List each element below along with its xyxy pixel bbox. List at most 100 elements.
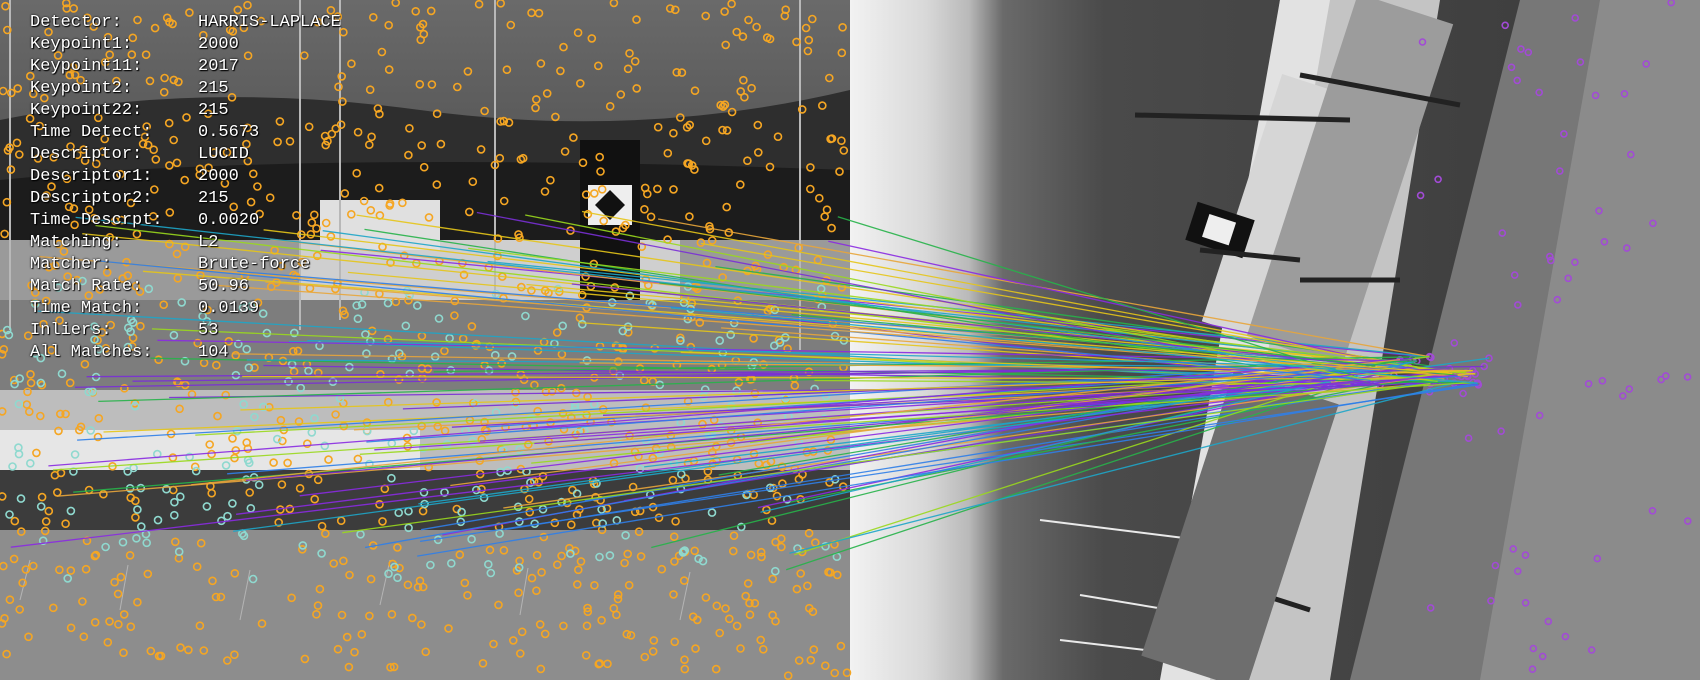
keypoint <box>70 450 80 459</box>
keypoint <box>353 454 363 464</box>
keypoint <box>168 453 178 462</box>
keypoint <box>649 636 659 645</box>
keypoint <box>28 561 38 571</box>
keypoint <box>239 531 249 541</box>
keypoint <box>1593 554 1602 563</box>
keypoint <box>690 165 699 174</box>
keypoint <box>566 520 576 530</box>
keypoint <box>103 637 113 647</box>
keypoint <box>264 402 274 412</box>
keypoint <box>273 137 282 147</box>
keypoint <box>1459 389 1467 398</box>
keypoint <box>640 652 650 662</box>
keypoint <box>495 153 505 163</box>
keypoint <box>1434 175 1442 184</box>
stat-value: 215 <box>198 79 229 98</box>
match-line <box>364 360 1417 549</box>
keypoint <box>143 569 153 579</box>
keypoint <box>41 296 51 306</box>
keypoint <box>248 574 258 584</box>
keypoint <box>0 229 9 239</box>
keypoint <box>741 591 751 601</box>
keypoint <box>312 609 321 619</box>
keypoint <box>718 273 727 282</box>
match-line <box>468 247 1466 374</box>
keypoint <box>143 140 153 150</box>
keypoint <box>164 118 174 128</box>
stat-value: L2 <box>198 233 219 252</box>
match-line <box>236 366 1410 515</box>
keypoint <box>1510 271 1519 279</box>
keypoint <box>768 574 778 584</box>
keypoint <box>587 34 597 43</box>
keypoint <box>185 8 194 17</box>
keypoint <box>313 17 323 27</box>
keypoint <box>55 316 64 325</box>
keypoint <box>824 73 834 83</box>
keypoint <box>89 22 98 31</box>
keypoint <box>597 185 607 194</box>
keypoint <box>626 630 636 640</box>
keypoint <box>518 153 528 163</box>
keypoint <box>746 550 756 560</box>
keypoint <box>750 598 760 608</box>
keypoint <box>386 258 395 267</box>
keypoint <box>365 85 375 94</box>
keypoint <box>771 616 780 626</box>
keypoint <box>377 47 387 57</box>
keypoint <box>203 305 212 315</box>
keypoint <box>1595 207 1603 215</box>
keypoint <box>344 662 354 672</box>
keypoint <box>770 305 780 315</box>
keypoint <box>340 189 350 198</box>
keypoint <box>637 242 647 251</box>
keypoint <box>740 92 749 102</box>
keypoint <box>527 573 537 583</box>
keypoint <box>307 218 317 227</box>
keypoint <box>126 198 136 208</box>
keypoint <box>184 645 193 655</box>
keypoint <box>648 647 658 656</box>
keypoint <box>375 109 384 119</box>
keypoint <box>1684 517 1692 525</box>
keypoint <box>116 572 126 582</box>
keypoint <box>230 568 240 578</box>
keypoint <box>464 207 474 217</box>
keypoint <box>752 22 761 32</box>
keypoint <box>459 270 469 280</box>
keypoint <box>837 48 847 58</box>
keypoint <box>622 629 632 639</box>
keypoint <box>357 299 367 309</box>
keypoint <box>269 458 278 467</box>
keypoint <box>407 613 417 623</box>
keypoint <box>1560 130 1568 138</box>
keypoint <box>229 202 238 212</box>
keypoint <box>640 205 649 214</box>
keypoint <box>294 417 304 426</box>
keypoint <box>657 564 667 574</box>
keypoint <box>620 558 629 568</box>
keypoint <box>367 326 377 336</box>
keypoint <box>1556 167 1564 175</box>
keypoint <box>44 506 54 516</box>
keypoint <box>350 647 359 657</box>
keypoint <box>595 659 605 668</box>
keypoint <box>532 586 541 596</box>
keypoint <box>506 20 516 30</box>
keypoint <box>25 114 35 123</box>
keypoint <box>756 635 766 645</box>
keypoint <box>415 80 425 89</box>
keypoint <box>149 145 158 154</box>
keypoint <box>757 552 766 562</box>
keypoint <box>729 531 739 541</box>
keypoint <box>1535 411 1544 420</box>
keypoint <box>150 185 159 194</box>
keypoint <box>172 158 182 168</box>
keypoint <box>174 77 183 87</box>
keypoint <box>625 48 634 58</box>
keypoint <box>558 321 568 331</box>
keypoint <box>578 158 588 167</box>
keypoint <box>16 527 26 536</box>
keypoint <box>216 592 226 602</box>
